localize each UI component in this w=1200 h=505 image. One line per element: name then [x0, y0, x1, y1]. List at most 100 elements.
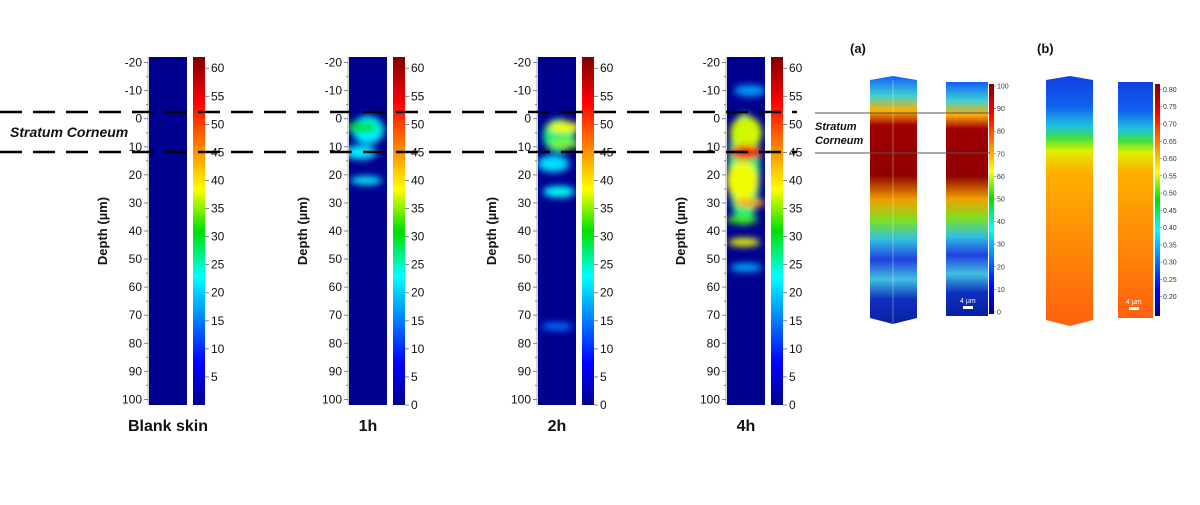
heatmap-strip	[349, 57, 387, 405]
panel-a-colorbar	[989, 84, 994, 314]
colorbar-tick-label: 0.80	[1163, 87, 1177, 94]
panel-caption: 2h	[548, 418, 567, 435]
colorbar-tick-label: 35	[600, 202, 614, 216]
y-tick-label: 10	[329, 140, 343, 154]
colorbar	[582, 57, 594, 405]
y-tick-label: 60	[329, 280, 343, 294]
panel-caption: 4h	[737, 418, 756, 435]
y-tick-label: 100	[511, 392, 531, 406]
heatmap-hotspot	[727, 160, 759, 201]
heatmap-hotspot	[548, 139, 576, 149]
heatmap-panel-2h: -20 -10 0 10 20 30 40 50 60 70 80 90 100 Depth (µm) 0 5…	[484, 56, 614, 435]
y-tick-label: 60	[707, 280, 721, 294]
colorbar-tick-label: 15	[789, 314, 803, 328]
y-tick-label: 90	[329, 364, 343, 378]
colorbar-tick-label: 25	[211, 258, 225, 272]
y-tick-label: 20	[129, 168, 143, 182]
heatmap-strip	[727, 57, 765, 405]
heatmap-hotspot	[542, 186, 575, 198]
colorbar-tick-label: 0.75	[1163, 104, 1177, 111]
colorbar-tick-label: 0	[789, 398, 796, 412]
colorbar-tick-label: 40	[789, 173, 803, 187]
heatmap-hotspot	[548, 121, 576, 133]
colorbar-tick-label: 0.35	[1163, 242, 1177, 249]
y-tick-label: -20	[514, 56, 532, 70]
heatmap-strip	[538, 57, 576, 405]
y-tick-label: -10	[325, 84, 343, 98]
y-tick-label: 30	[129, 196, 143, 210]
colorbar-tick-label: 70	[997, 151, 1005, 158]
colorbar-tick-label: 30	[211, 230, 225, 244]
y-tick-label: 80	[707, 336, 721, 350]
heatmap-hotspot	[538, 155, 570, 173]
colorbar-tick-label: 35	[211, 202, 225, 216]
heatmap-hotspot	[349, 145, 377, 160]
y-axis-label: Depth (µm)	[484, 197, 499, 265]
colorbar-tick-label: 55	[411, 89, 425, 103]
y-tick-label: 50	[329, 252, 343, 266]
colorbar-tick-label: 30	[997, 242, 1005, 249]
heatmap-panel-4h: -20 -10 0 10 20 30 40 50 60 70 80 90 100 Depth (µm) 0 5…	[673, 56, 803, 435]
y-tick-label: -20	[703, 56, 721, 70]
colorbar-tick-label: 25	[411, 258, 425, 272]
y-tick-label: 70	[329, 308, 343, 322]
stratum-label-right-1: Stratum	[815, 121, 857, 133]
y-tick-label: -20	[125, 56, 143, 70]
y-tick-label: 40	[329, 224, 343, 238]
colorbar-tick-label: 0.50	[1163, 191, 1177, 198]
y-tick-label: 100	[700, 392, 720, 406]
colorbar-tick-label: 55	[600, 89, 614, 103]
heatmap-hotspot	[730, 263, 762, 272]
colorbar-tick-label: 80	[997, 129, 1005, 136]
colorbar-tick-label: 10	[600, 342, 614, 356]
heatmap-panel-1h: -20 -10 0 10 20 30 40 50 60 70 80 90 100 Depth (µm) 0 5…	[295, 56, 425, 435]
y-tick-label: 30	[707, 196, 721, 210]
y-tick-label: 90	[707, 364, 721, 378]
colorbar-tick-label: 60	[411, 61, 425, 75]
y-tick-label: 40	[518, 224, 532, 238]
colorbar-tick-label: 60	[211, 61, 225, 75]
colorbar-tick-label: 55	[789, 89, 803, 103]
y-tick-label: 90	[129, 364, 143, 378]
panel-b-2d-map	[1118, 82, 1153, 318]
panel-a-3d-column	[870, 76, 917, 324]
panel-b-label: (b)	[1037, 41, 1054, 56]
y-tick-label: 0	[335, 112, 342, 126]
colorbar-tick-label: 60	[997, 174, 1005, 181]
colorbar-tick-label: 0	[600, 398, 607, 412]
colorbar-tick-label: 5	[211, 370, 218, 384]
colorbar-tick-label: 40	[997, 219, 1005, 226]
colorbar	[193, 57, 205, 405]
panel-caption: 1h	[359, 418, 378, 435]
stratum-corneum-label: Stratum Corneum	[10, 124, 128, 140]
colorbar-tick-label: 0.70	[1163, 122, 1177, 129]
y-axis-label: Depth (µm)	[295, 197, 310, 265]
y-tick-label: 70	[707, 308, 721, 322]
y-tick-label: 60	[518, 280, 532, 294]
colorbar-tick-label: 20	[411, 286, 425, 300]
colorbar-tick-label: 15	[600, 314, 614, 328]
y-tick-label: 50	[518, 252, 532, 266]
colorbar-tick-label: 20	[600, 286, 614, 300]
colorbar-tick-label: 30	[789, 230, 803, 244]
hotspot-blur-group	[349, 115, 384, 185]
scale-bar-a	[963, 306, 973, 309]
colorbar-tick-label: 50	[789, 117, 803, 131]
colorbar-tick-label: 0.55	[1163, 173, 1177, 180]
colorbar-tick-label: 50	[997, 197, 1005, 204]
scale-bar-b-label: 4 µm	[1126, 299, 1142, 306]
panel-b-colorbar-ticks: 0.20 0.25 0.30 0.35 0.40 0.45 0.50 0.55 0.60 0.65…	[1160, 87, 1177, 301]
heatmap-hotspot	[727, 215, 759, 224]
colorbar-tick-label: 0.25	[1163, 277, 1177, 284]
y-tick-label: 20	[518, 168, 532, 182]
y-tick-label: 70	[518, 308, 532, 322]
stratum-label-right-2: Corneum	[815, 135, 864, 147]
colorbar-tick-label: 35	[411, 202, 425, 216]
scale-bar-a-label: 4 µm	[960, 298, 976, 305]
heatmap-hotspot	[733, 198, 765, 208]
heatmap-hotspot	[730, 115, 762, 150]
colorbar-tick-label: 100	[997, 84, 1009, 91]
colorbar-tick-label: 40	[600, 173, 614, 187]
